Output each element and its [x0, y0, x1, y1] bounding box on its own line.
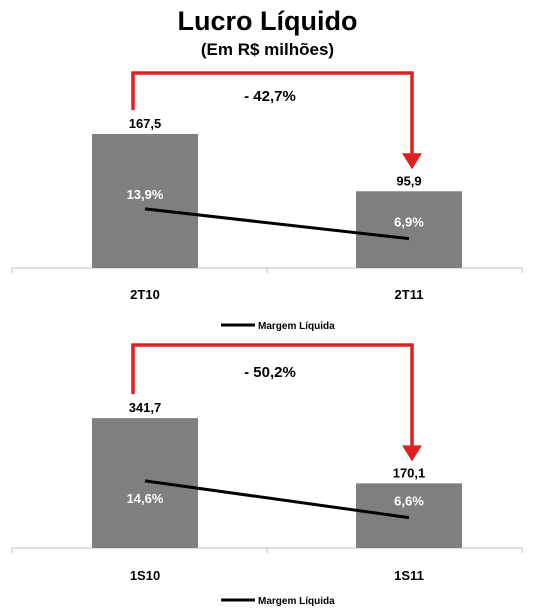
- change-arrowhead: [402, 445, 422, 462]
- change-arrowhead: [402, 153, 422, 170]
- x-tick-label: 2T11: [395, 287, 424, 302]
- bar-value-label: 341,7: [129, 400, 162, 415]
- change-label: - 42,7%: [244, 88, 296, 105]
- bar-1s10: [92, 418, 198, 548]
- margin-label: 14,6%: [127, 491, 164, 506]
- change-bracket: [131, 343, 414, 448]
- margin-label: 6,9%: [394, 215, 424, 230]
- bar-value-label: 167,5: [129, 116, 162, 131]
- change-bracket: [131, 71, 414, 156]
- bar-value-label: 170,1: [393, 465, 426, 480]
- chart-title: Lucro Líquido: [177, 6, 358, 36]
- x-tick-label: 1S11: [394, 568, 424, 583]
- x-tick-label: 2T10: [130, 287, 160, 302]
- bar-2t10: [92, 134, 198, 268]
- margin-line: [144, 479, 410, 520]
- margin-label: 6,6%: [394, 494, 424, 509]
- margin-label: 13,9%: [127, 187, 164, 202]
- bar-1s11: [356, 483, 462, 548]
- legend-label: Margem Líquida: [258, 321, 335, 332]
- x-tick-label: 1S10: [130, 568, 160, 583]
- change-label: - 50,2%: [244, 364, 296, 381]
- bar-2t11: [356, 191, 462, 268]
- bar-value-label: 95,9: [396, 173, 421, 188]
- margin-line: [144, 207, 410, 241]
- chart-2t: 167,5 2T10 95,9 2T11 13,9% 6,9% - 42,7% Margem …: [11, 71, 523, 332]
- chart-subtitle: (Em R$ milhões): [200, 40, 335, 59]
- chart-1s: 341,7 1S10 170,1 1S11 14,6% 6,6% - 50,2% Margem…: [11, 343, 523, 607]
- legend-label: Margem Líquida: [258, 596, 335, 607]
